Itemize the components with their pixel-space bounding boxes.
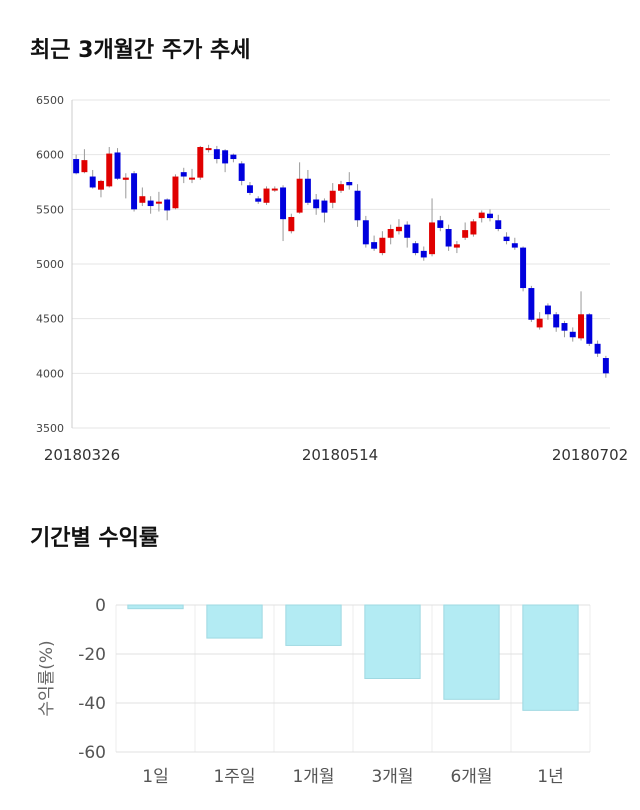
candle-body [338,184,344,191]
candle-body [321,200,328,213]
x-tick-label: 3개월 [371,767,413,787]
candle-body [445,229,452,247]
y-tick-label: 5000 [36,258,64,271]
candle-body [164,199,171,211]
candle-body [329,190,336,203]
return-bar [443,604,500,700]
candle-body [387,229,394,238]
candle-body [462,230,469,238]
candle-body [139,196,146,203]
x-tick-label: 1개월 [292,767,334,787]
candle-body [520,247,527,289]
candle-body [511,243,518,248]
candle-body [346,182,353,186]
period-return-title: 기간별 수익률 [30,526,160,551]
candle-body [106,153,113,187]
x-tick-label: 20180702 [552,446,628,464]
candle-body [470,221,477,235]
return-bar-chart: 0 -20 -40 -60 1일 1주일 1개월 3개월 6개월 1년 수익률(%) [37,596,591,787]
x-tick-label: 1일 [142,767,168,787]
candle-body [230,154,237,160]
candle-body [553,314,560,328]
candle-body [131,173,138,210]
x-tick-label: 20180326 [44,446,120,464]
y-tick-label: -60 [78,743,106,763]
x-tick-label: 6개월 [450,767,492,787]
return-bar [364,604,421,679]
candle-body [602,358,609,374]
candle-body [362,220,369,245]
candle-body [478,212,485,219]
candle-body [238,163,245,181]
return-bar [127,604,184,610]
candle-body [544,305,551,315]
candle-body [89,176,96,188]
y-tick-label: 5500 [36,203,64,216]
candle-body [561,323,568,331]
candle-body [453,244,460,248]
candle-body [114,152,121,179]
candle-body [536,318,543,328]
candle-body [487,213,493,219]
candle-body [594,343,601,354]
x-tick-label: 1년 [537,767,563,787]
candle-body [180,172,187,177]
candle-body [288,216,295,232]
y-tick-label: 6500 [36,94,64,107]
candle-body [569,331,576,338]
return-bar [285,604,342,646]
candle-body [147,200,154,207]
y-tick-label: 4000 [36,367,64,380]
price-trend-title: 최근 3개월간 주가 추세 [30,38,251,63]
candle-body [81,160,88,173]
candle-body [197,147,204,178]
candle-body [429,222,436,255]
candle-body [155,201,162,204]
candle-body [379,237,386,254]
candle-body [578,314,585,339]
candle-body [73,159,80,174]
candle-body [354,190,361,221]
y-tick-label: -40 [78,694,106,714]
x-tick-label: 20180514 [302,446,378,464]
candle-body [495,220,502,230]
y-tick-label: 0 [95,596,106,616]
y-tick-label: 3500 [36,422,64,435]
return-bar [206,604,263,639]
candle-body [246,185,253,193]
x-tick-label: 1주일 [213,767,255,787]
candle-body [205,148,212,151]
y-tick-label: -20 [78,645,106,665]
candle-body [412,243,419,254]
candle-body [404,224,411,238]
candle-body [271,188,278,191]
candle-body [420,250,427,258]
candle-body [122,177,129,180]
candle-body [280,187,287,220]
candle-body [263,188,270,203]
candle-body [503,236,510,242]
candle-body [304,178,311,203]
y-tick-label: 4500 [36,313,64,326]
candle-body [189,177,195,180]
candle-body [296,178,303,213]
candle-body [437,220,444,228]
candle-body [97,180,104,190]
y-axis-label: 수익률(%) [37,640,57,716]
candle-body [586,314,593,344]
candlestick-chart: 6500 6000 5500 5000 4500 4000 3500 20180326 2018… [36,94,628,464]
candle-body [222,150,229,164]
candle-body [172,176,179,209]
candle-body [213,149,220,160]
candle-body [255,198,262,202]
y-tick-label: 6000 [36,149,64,162]
candle-body [528,288,535,320]
candle-body [313,199,320,209]
return-bar [522,604,579,711]
candle-body [371,242,378,249]
candle-body [395,226,402,232]
